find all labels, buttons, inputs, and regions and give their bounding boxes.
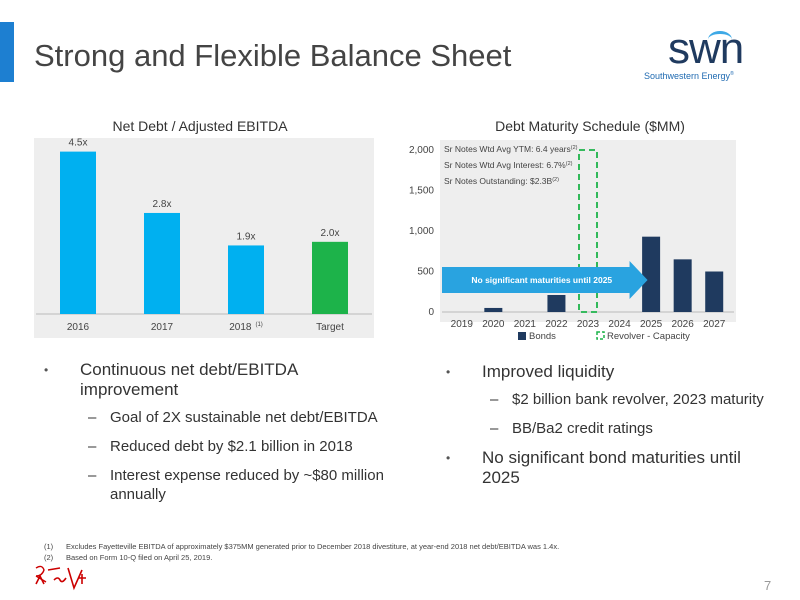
bond-bar	[547, 294, 566, 312]
x-tick-label: 2023	[577, 319, 600, 330]
bullet-item: • No significant bond maturities until 20…	[446, 448, 776, 488]
logo-arc-icon	[708, 31, 732, 48]
x-tick-label: 2017	[151, 322, 174, 333]
page-title: Strong and Flexible Balance Sheet	[34, 38, 512, 73]
maturity-chart-title: Debt Maturity Schedule ($MM)	[495, 118, 685, 134]
sub-bullet-item: – BB/Ba2 credit ratings	[446, 419, 776, 438]
dash-icon: –	[88, 467, 97, 484]
sub-bullet-text: Reduced debt by $2.1 billion in 2018	[110, 438, 353, 455]
bar	[60, 151, 96, 314]
sub-bullet-item: – Goal of 2X sustainable net debt/EBITDA	[44, 408, 384, 427]
bullet-dot-icon: •	[446, 451, 451, 465]
data-label: 1.9x	[237, 231, 256, 242]
sub-bullet-text: BB/Ba2 credit ratings	[512, 420, 653, 437]
footnotes: (1) Excludes Fayetteville EBITDA of appro…	[44, 541, 559, 563]
dash-icon: –	[490, 391, 499, 408]
y-tick-label: 1,000	[409, 226, 434, 237]
x-tick-label: 2018 (1)	[229, 322, 263, 333]
dash-icon: –	[88, 409, 97, 426]
right-bullet-list: • Improved liquidity – $2 billion bank revo…	[446, 362, 776, 496]
annotation-text: Sr Notes Outstanding: $2.3B(2)	[444, 176, 559, 186]
dash-icon: –	[88, 438, 97, 455]
bond-bar	[705, 271, 724, 312]
page-number: 7	[764, 578, 772, 593]
y-tick-label: 2,000	[409, 145, 434, 156]
arrow-label: No significant maturities until 2025	[471, 275, 612, 285]
x-tick-label: 2026	[672, 319, 695, 330]
x-tick-label: 2025	[640, 319, 663, 330]
x-tick-label: 2019	[451, 319, 474, 330]
bar	[312, 241, 348, 314]
y-tick-label: 1,500	[409, 186, 434, 197]
bond-bar	[673, 259, 692, 312]
dash-icon: –	[490, 420, 499, 437]
bullet-dot-icon: •	[44, 363, 49, 377]
footnote: (2) Based on Form 10-Q filed on April 25,…	[44, 553, 213, 562]
sub-bullet-text: Interest expense reduced by ~$80 million…	[110, 467, 384, 503]
bullet-text: Improved liquidity	[482, 362, 615, 381]
left-bullet-list: • Continuous net debt/EBITDA improvement –…	[44, 360, 384, 514]
legend-swatch	[596, 331, 605, 340]
legend-swatch	[518, 332, 526, 340]
data-label: 2.0x	[321, 228, 340, 239]
accent-bar	[0, 22, 14, 82]
x-tick-label: 2022	[545, 319, 568, 330]
x-tick-label: 2021	[514, 319, 537, 330]
sub-bullet-item: – Reduced debt by $2.1 billion in 2018	[44, 437, 384, 456]
x-tick-label: 2027	[703, 319, 726, 330]
bond-bar	[642, 236, 661, 312]
y-tick-label: 500	[417, 267, 434, 278]
bar	[144, 212, 180, 314]
maturity-chart: 0 500 1,000 1,500 2,000 2019 2020 2021 2022 2023 2…	[409, 140, 736, 342]
bullet-item: • Improved liquidity	[446, 362, 776, 382]
bullet-dot-icon: •	[446, 365, 451, 379]
x-tick-label: 2024	[608, 319, 631, 330]
logo-wordmark: swn	[668, 24, 744, 73]
arrow-icon	[442, 261, 648, 299]
x-tick-label: Target	[316, 322, 344, 333]
bar	[228, 245, 264, 314]
footnote: (1) Excludes Fayetteville EBITDA of appro…	[44, 542, 560, 551]
annotation-text: Sr Notes Wtd Avg YTM: 6.4 years(2)	[444, 144, 578, 154]
legend-label: Revolver - Capacity	[607, 331, 690, 342]
sub-bullet-text: $2 billion bank revolver, 2023 maturity	[512, 391, 764, 408]
leverage-chart-title: Net Debt / Adjusted EBITDA	[112, 118, 288, 134]
leverage-chart: 4.5x 2016 2.8x 2017 1.9x 2018 (1) 2.0x Target	[34, 138, 374, 338]
y-tick-label: 0	[428, 307, 434, 318]
sub-bullet-item: – Interest expense reduced by ~$80 millio…	[44, 466, 384, 504]
sub-bullet-item: – $2 billion bank revolver, 2023 maturity	[446, 390, 776, 409]
bond-bar	[484, 307, 503, 312]
sub-bullet-text: Goal of 2X sustainable net debt/EBITDA	[110, 409, 378, 426]
data-label: 2.8x	[153, 199, 172, 210]
logo-subtitle: Southwestern Energy®	[644, 71, 734, 81]
signature-logo-icon	[35, 565, 86, 591]
bullet-item: • Continuous net debt/EBITDA improvement	[44, 360, 384, 400]
x-tick-label: 2016	[67, 322, 90, 333]
bullet-text: No significant bond maturities until 202…	[482, 448, 741, 487]
company-logo: swn Southwestern Energy®	[640, 24, 772, 88]
legend-label: Bonds	[529, 331, 556, 342]
annotation-text: Sr Notes Wtd Avg Interest: 6.7%(2)	[444, 160, 573, 170]
bullet-text: Continuous net debt/EBITDA improvement	[80, 360, 298, 399]
data-label: 4.5x	[69, 138, 88, 149]
x-tick-label: 2020	[482, 319, 505, 330]
